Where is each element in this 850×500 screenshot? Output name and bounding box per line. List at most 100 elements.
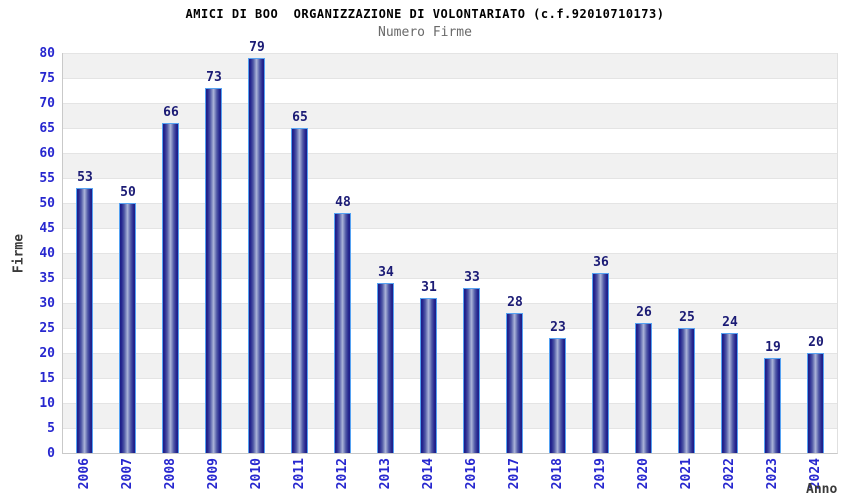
bar-value-label: 26: [636, 305, 652, 320]
y-tick-label: 80: [39, 46, 55, 61]
gridline: [63, 303, 837, 304]
bar-value-label: 36: [593, 255, 609, 270]
bar-value-label: 34: [378, 265, 394, 280]
plot-band: [63, 403, 837, 428]
gridline: [63, 378, 837, 379]
bar-2018: [549, 338, 566, 453]
y-tick-label: 65: [39, 121, 55, 136]
bar-2021: [678, 328, 695, 453]
y-tick-label: 70: [39, 96, 55, 111]
bar-value-label: 65: [292, 110, 308, 125]
y-tick-label: 10: [39, 396, 55, 411]
bar-value-label: 48: [335, 195, 351, 210]
gridline: [63, 353, 837, 354]
bar-2006: [76, 188, 93, 453]
bar-2023: [764, 358, 781, 453]
bar-value-label: 19: [765, 340, 781, 355]
gridline: [63, 253, 837, 254]
bar-value-label: 73: [206, 70, 222, 85]
y-tick-label: 60: [39, 146, 55, 161]
plot-band: [63, 153, 837, 178]
bar-value-label: 20: [808, 335, 824, 350]
plot-band: [63, 178, 837, 203]
plot-band: [63, 203, 837, 228]
y-tick-label: 35: [39, 271, 55, 286]
plot-band: [63, 103, 837, 128]
x-tick-label: 2014: [421, 458, 436, 490]
y-tick-label: 20: [39, 346, 55, 361]
bar-2017: [506, 313, 523, 453]
x-tick-label: 2009: [206, 458, 221, 490]
bar-value-label: 25: [679, 310, 695, 325]
bar-2007: [119, 203, 136, 453]
gridline: [63, 228, 837, 229]
gridline: [63, 103, 837, 104]
gridline: [63, 128, 837, 129]
bar-2024: [807, 353, 824, 453]
x-axis-title: Anno: [806, 482, 838, 497]
gridline: [63, 78, 837, 79]
bar-2012: [334, 213, 351, 453]
bar-value-label: 33: [464, 270, 480, 285]
y-tick-label: 50: [39, 196, 55, 211]
plot-band: [63, 53, 837, 78]
gridline: [63, 203, 837, 204]
bar-value-label: 28: [507, 295, 523, 310]
y-tick-label: 30: [39, 296, 55, 311]
x-tick-label: 2006: [77, 458, 92, 490]
gridline: [63, 278, 837, 279]
gridline: [63, 53, 837, 54]
bar-2016: [463, 288, 480, 453]
gridline: [63, 178, 837, 179]
bar-2013: [377, 283, 394, 453]
gridline: [63, 428, 837, 429]
x-tick-label: 2007: [120, 458, 135, 490]
bar-2009: [205, 88, 222, 453]
bar-2020: [635, 323, 652, 453]
plot-band: [63, 303, 837, 328]
gridline: [63, 403, 837, 404]
x-tick-label: 2018: [550, 458, 565, 490]
x-tick-label: 2023: [765, 458, 780, 490]
y-tick-label: 40: [39, 246, 55, 261]
plot-band: [63, 253, 837, 278]
plot-band: [63, 328, 837, 353]
bar-value-label: 53: [77, 170, 93, 185]
plot-band: [63, 228, 837, 253]
chart-subtitle: Numero Firme: [378, 25, 472, 40]
bar-2011: [291, 128, 308, 453]
x-tick-label: 2017: [507, 458, 522, 490]
plot-band: [63, 378, 837, 403]
x-tick-label: 2022: [722, 458, 737, 490]
bar-2010: [248, 58, 265, 453]
plot-area: 0 5 10 15 20 25 30 35 40 45 50 55 60 65 70 75 80 53 2006 50…: [39, 40, 838, 489]
chart-title: AMICI DI BOO ORGANIZZAZIONE DI VOLONTARI…: [185, 7, 665, 21]
plot-band: [63, 78, 837, 103]
x-tick-label: 2012: [335, 458, 350, 490]
y-tick-label: 25: [39, 321, 55, 336]
bar-2014: [420, 298, 437, 453]
x-tick-label: 2011: [292, 458, 307, 490]
plot-band: [63, 353, 837, 378]
gridline: [63, 153, 837, 154]
y-tick-label: 5: [47, 421, 55, 436]
bar-value-label: 23: [550, 320, 566, 335]
y-tick-label: 15: [39, 371, 55, 386]
x-tick-label: 2010: [249, 458, 264, 490]
bar-2019: [592, 273, 609, 453]
x-tick-label: 2016: [464, 458, 479, 490]
y-tick-label: 45: [39, 221, 55, 236]
y-tick-label: 75: [39, 71, 55, 86]
bar-2022: [721, 333, 738, 453]
x-tick-label: 2020: [636, 458, 651, 490]
bar-value-label: 66: [163, 105, 179, 120]
bar-value-label: 24: [722, 315, 738, 330]
bar-value-label: 31: [421, 280, 437, 295]
x-tick-label: 2019: [593, 458, 608, 490]
plot-band: [63, 278, 837, 303]
bar-value-label: 79: [249, 40, 265, 55]
bar-2008: [162, 123, 179, 453]
plot-band: [63, 128, 837, 153]
x-tick-label: 2021: [679, 458, 694, 490]
